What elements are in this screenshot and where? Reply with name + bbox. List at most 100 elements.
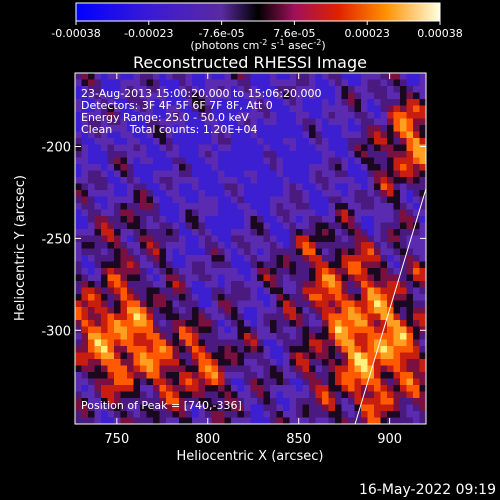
heatmap-cell (172, 131, 180, 139)
heatmap-cell (114, 196, 121, 204)
heatmap-cell (354, 112, 362, 119)
heatmap-cell (101, 261, 108, 269)
heatmap-cell (393, 417, 401, 424)
heatmap-cell (380, 346, 388, 353)
heatmap-cell (387, 391, 394, 399)
heatmap-cell (94, 222, 102, 230)
heatmap-cell (101, 346, 108, 353)
heatmap-cell (283, 196, 290, 204)
heatmap-cell (322, 235, 329, 243)
heatmap-cell (302, 105, 310, 113)
heatmap-cell (205, 320, 212, 327)
heatmap-cell (94, 86, 102, 93)
heatmap-cell (283, 352, 290, 360)
heatmap-cell (88, 372, 95, 379)
heatmap-cell (120, 287, 128, 295)
heatmap-cell (224, 229, 232, 236)
heatmap-cell (322, 203, 329, 210)
heatmap-cell (367, 320, 375, 327)
heatmap-cell (367, 177, 375, 184)
heatmap-cell (107, 385, 115, 392)
heatmap-cell (198, 339, 206, 347)
heatmap-cell (387, 372, 394, 379)
heatmap-cell (192, 274, 199, 282)
heatmap-cell (75, 105, 82, 113)
heatmap-cell (413, 307, 420, 314)
heatmap-cell (88, 287, 95, 295)
heatmap-cell (198, 177, 206, 184)
heatmap-cell (140, 307, 147, 314)
heatmap-cell (380, 151, 388, 158)
heatmap-cell (354, 216, 362, 223)
heatmap-cell (133, 385, 141, 392)
heatmap-cell (367, 170, 375, 178)
heatmap-cell (75, 164, 82, 171)
heatmap-cell (244, 131, 251, 139)
heatmap-cell (127, 203, 134, 210)
heatmap-cell (146, 151, 154, 158)
heatmap-cell (406, 222, 414, 230)
heatmap-cell (335, 385, 342, 392)
heatmap-cell (400, 398, 407, 405)
heatmap-cell (101, 242, 108, 249)
heatmap-cell (153, 144, 160, 152)
heatmap-cell (263, 268, 271, 275)
heatmap-cell (94, 372, 102, 379)
heatmap-cell (250, 151, 258, 158)
heatmap-cell (218, 287, 225, 295)
heatmap-cell (413, 79, 420, 87)
heatmap-cell (231, 378, 238, 386)
heatmap-cell (374, 320, 381, 327)
heatmap-cell (387, 86, 394, 93)
heatmap-cell (341, 73, 349, 80)
heatmap-cell (237, 73, 245, 80)
heatmap-cell (211, 235, 219, 243)
heatmap-cell (419, 391, 426, 399)
heatmap-cell (146, 372, 154, 379)
heatmap-cell (237, 287, 245, 295)
heatmap-cell (140, 378, 147, 386)
heatmap-cell (406, 86, 414, 93)
heatmap-cell (387, 339, 394, 347)
heatmap-cell (309, 157, 316, 165)
heatmap-cell (159, 105, 167, 113)
heatmap-cell (114, 398, 121, 405)
heatmap-cell (374, 339, 381, 347)
heatmap-cell (146, 222, 154, 230)
heatmap-cell (205, 333, 212, 340)
heatmap-cell (302, 183, 310, 191)
heatmap-cell (335, 99, 342, 106)
heatmap-cell (88, 313, 95, 321)
heatmap-cell (400, 307, 407, 314)
heatmap-cell (185, 385, 193, 392)
heatmap-cell (250, 352, 258, 360)
heatmap-cell (322, 261, 329, 269)
heatmap-cell (361, 300, 368, 308)
heatmap-cell (120, 313, 128, 321)
heatmap-cell (114, 92, 121, 100)
heatmap-cell (315, 417, 323, 424)
heatmap-cell (211, 268, 219, 275)
heatmap-cell (380, 372, 388, 379)
heatmap-cell (374, 177, 381, 184)
heatmap-cell (270, 268, 277, 275)
heatmap-cell (393, 359, 401, 366)
heatmap-cell (114, 125, 121, 132)
heatmap-cell (179, 229, 186, 236)
heatmap-cell (315, 391, 323, 399)
heatmap-cell (387, 131, 394, 139)
heatmap-cell (257, 170, 264, 178)
heatmap-cell (179, 307, 186, 314)
heatmap-cell (153, 404, 160, 412)
heatmap-cell (198, 417, 206, 424)
heatmap-cell (250, 131, 258, 139)
heatmap-cell (413, 203, 420, 210)
heatmap-cell (341, 131, 349, 139)
heatmap-cell (380, 281, 388, 288)
heatmap-cell (335, 411, 342, 418)
heatmap-cell (283, 73, 290, 80)
heatmap-cell (127, 359, 134, 366)
heatmap-cell (348, 196, 355, 204)
heatmap-cell (179, 216, 186, 223)
heatmap-cell (224, 92, 232, 100)
